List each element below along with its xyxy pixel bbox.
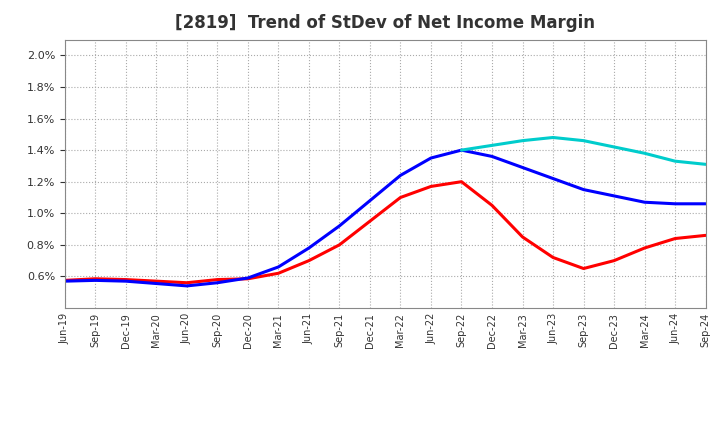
3 Years: [213, 277, 222, 282]
3 Years: [122, 277, 130, 282]
3 Years: [487, 203, 496, 208]
3 Years: [671, 236, 680, 241]
7 Years: [549, 135, 557, 140]
3 Years: [274, 271, 283, 276]
5 Years: [518, 165, 527, 170]
5 Years: [701, 201, 710, 206]
5 Years: [274, 264, 283, 270]
7 Years: [579, 138, 588, 143]
3 Years: [152, 279, 161, 284]
3 Years: [243, 276, 252, 282]
3 Years: [335, 242, 343, 247]
5 Years: [243, 275, 252, 281]
3 Years: [610, 258, 618, 263]
7 Years: [487, 143, 496, 148]
Line: 3 Years: 3 Years: [65, 182, 706, 283]
3 Years: [579, 266, 588, 271]
5 Years: [457, 147, 466, 153]
3 Years: [60, 278, 69, 283]
3 Years: [183, 280, 192, 286]
3 Years: [427, 184, 436, 189]
3 Years: [91, 276, 99, 282]
7 Years: [518, 138, 527, 143]
7 Years: [610, 144, 618, 150]
5 Years: [549, 176, 557, 181]
5 Years: [610, 193, 618, 198]
7 Years: [640, 150, 649, 156]
3 Years: [396, 195, 405, 200]
5 Years: [640, 200, 649, 205]
5 Years: [671, 201, 680, 206]
5 Years: [427, 155, 436, 161]
Line: 5 Years: 5 Years: [65, 150, 706, 286]
5 Years: [487, 154, 496, 159]
5 Years: [366, 198, 374, 203]
3 Years: [457, 179, 466, 184]
5 Years: [60, 279, 69, 284]
7 Years: [701, 161, 710, 167]
5 Years: [91, 278, 99, 283]
5 Years: [305, 246, 313, 251]
3 Years: [305, 258, 313, 263]
5 Years: [335, 223, 343, 228]
3 Years: [701, 233, 710, 238]
5 Years: [122, 279, 130, 284]
Line: 7 Years: 7 Years: [462, 137, 706, 164]
7 Years: [671, 158, 680, 164]
5 Years: [213, 280, 222, 286]
3 Years: [640, 246, 649, 251]
3 Years: [366, 219, 374, 224]
5 Years: [579, 187, 588, 192]
Title: [2819]  Trend of StDev of Net Income Margin: [2819] Trend of StDev of Net Income Marg…: [175, 15, 595, 33]
5 Years: [183, 283, 192, 289]
5 Years: [396, 173, 405, 178]
3 Years: [549, 255, 557, 260]
5 Years: [152, 281, 161, 286]
7 Years: [457, 147, 466, 153]
3 Years: [518, 235, 527, 240]
